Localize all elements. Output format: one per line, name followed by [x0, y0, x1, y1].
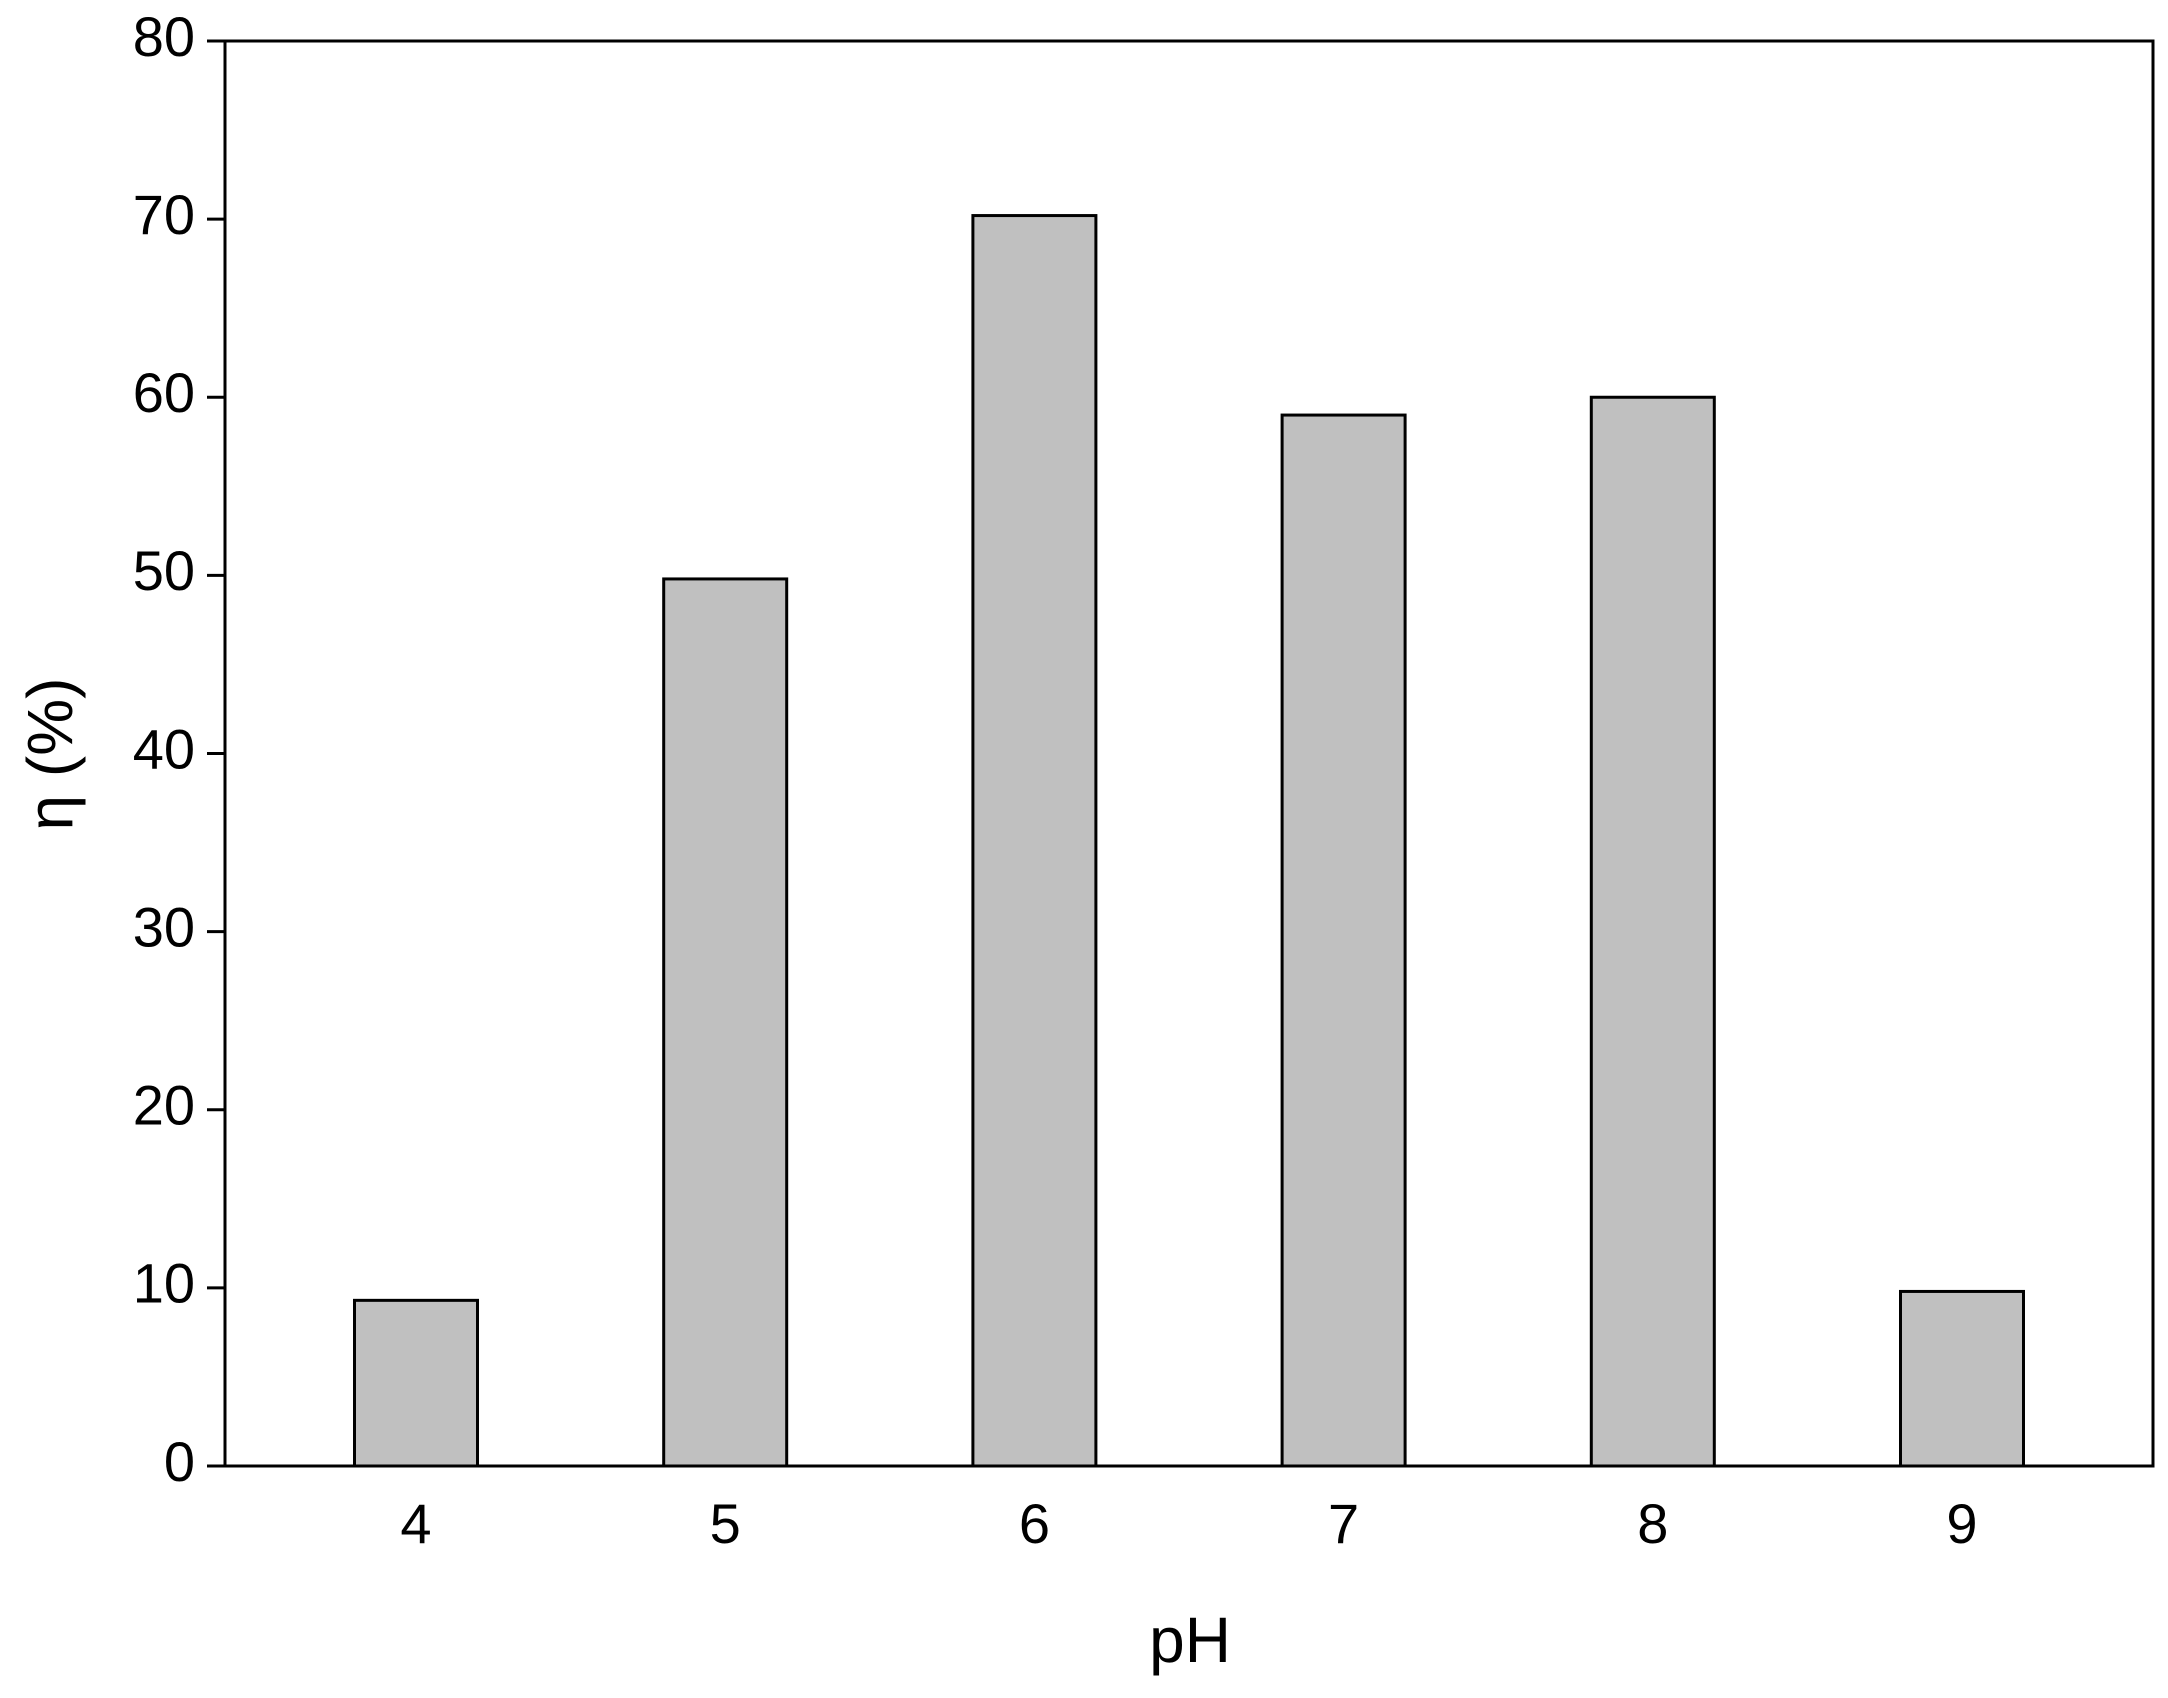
x-tick-label: 8 — [1637, 1492, 1668, 1555]
y-tick-label: 80 — [133, 5, 195, 68]
bar — [1589, 395, 1716, 1468]
x-tick-label: 5 — [710, 1492, 741, 1555]
x-tick-label: 4 — [400, 1492, 431, 1555]
y-tick-label: 60 — [133, 361, 195, 424]
y-tick-label: 10 — [133, 1252, 195, 1315]
y-tick-label: 40 — [133, 717, 195, 780]
x-tick-label: 7 — [1328, 1492, 1359, 1555]
bar — [1899, 1289, 2025, 1468]
bar — [1280, 413, 1407, 1468]
y-tick-label: 70 — [133, 183, 195, 246]
bar — [971, 214, 1098, 1468]
y-tick-label: 20 — [133, 1074, 195, 1137]
y-tick-label: 30 — [133, 895, 195, 958]
plot-frame — [223, 39, 2155, 1468]
x-tick-label: 9 — [1946, 1492, 1977, 1555]
x-tick-label: 6 — [1019, 1492, 1050, 1555]
y-tick-label: 50 — [133, 539, 195, 602]
y-tick-label: 0 — [164, 1430, 195, 1493]
bar — [353, 1298, 479, 1468]
bar — [662, 577, 789, 1468]
y-axis-label: η (%) — [14, 678, 86, 831]
x-axis-label: pH — [1149, 1604, 1231, 1676]
